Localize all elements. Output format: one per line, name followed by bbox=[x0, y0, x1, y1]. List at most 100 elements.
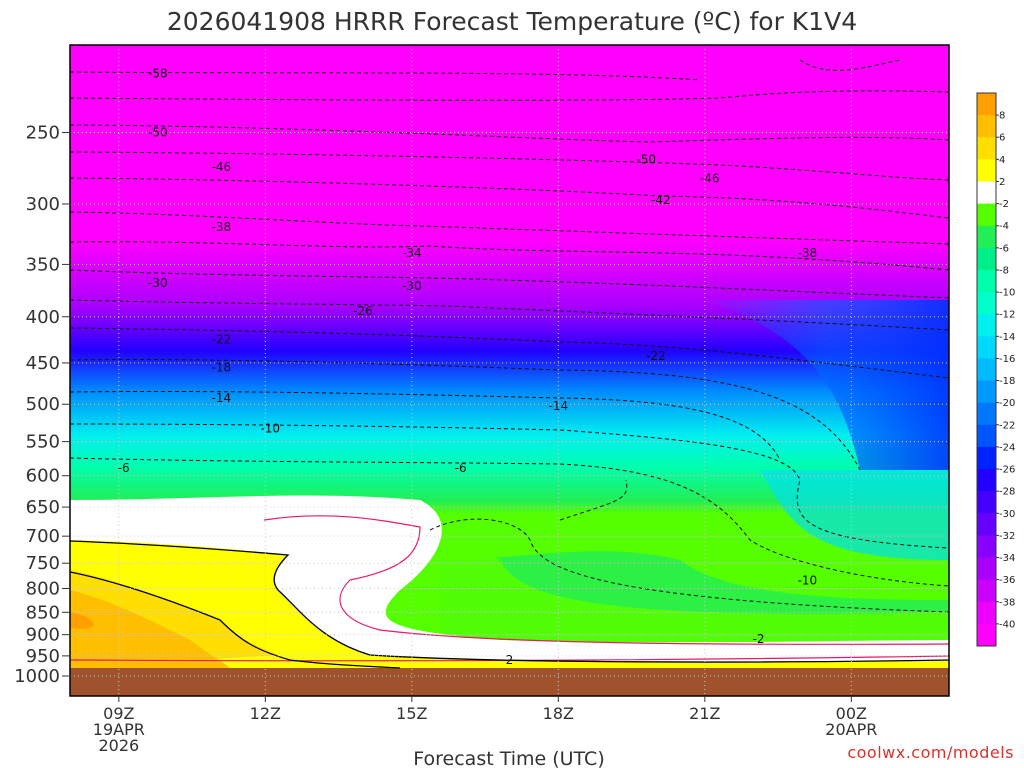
colorbar-swatch bbox=[977, 159, 996, 182]
colorbar-swatch bbox=[977, 225, 996, 249]
colorbar-label: -36 bbox=[999, 575, 1015, 586]
contour-line bbox=[70, 540, 949, 663]
colorbar-swatch bbox=[977, 380, 996, 404]
colorbar-swatch bbox=[977, 446, 996, 470]
colorbar-swatch bbox=[977, 557, 996, 581]
colorbar-label: -18 bbox=[999, 376, 1015, 387]
colorbar-label: -40 bbox=[999, 619, 1015, 630]
bright-green-region bbox=[380, 552, 949, 640]
contour-lines bbox=[70, 59, 949, 613]
colorbar-label: -34 bbox=[999, 553, 1015, 564]
contour-line bbox=[263, 515, 949, 645]
contour-line bbox=[70, 151, 949, 181]
credit-text: coolwx.com/models bbox=[847, 743, 1014, 762]
contour-label: -22 bbox=[646, 349, 666, 363]
contour-line bbox=[70, 299, 949, 331]
x-tick-label: 09Z bbox=[103, 704, 134, 723]
y-tick-label: 250 bbox=[26, 122, 60, 143]
contour-line bbox=[70, 59, 901, 81]
colorbar: 8 6 4 2 -2 -4 -6 -8 -10 -12 -14 -16 -18 -20 -22 -24 -26 -… bbox=[976, 92, 1015, 647]
colorbar-swatch bbox=[977, 292, 996, 315]
cold-wedge bbox=[700, 300, 949, 470]
contour-line bbox=[70, 457, 949, 587]
colorbar-swatch bbox=[977, 181, 996, 205]
colorbar-label: 8 bbox=[999, 111, 1005, 122]
contour-line bbox=[559, 479, 628, 521]
contour-label: -14 bbox=[549, 399, 569, 413]
contour-label: -38 bbox=[798, 246, 818, 260]
plot-frame bbox=[69, 44, 950, 697]
warm-region-yellow bbox=[70, 540, 949, 668]
colorbar-swatch bbox=[977, 314, 996, 337]
contour-labels: -58-50-50-46-46-42-38-38-34-30 -30-26-22-… bbox=[118, 66, 818, 667]
y-tick-label: 750 bbox=[26, 553, 60, 574]
contour-label: -42 bbox=[651, 193, 671, 207]
colorbar-label: -30 bbox=[999, 509, 1015, 520]
contour-line bbox=[70, 390, 781, 461]
x-tick-label: 15Z bbox=[396, 704, 427, 723]
colorbar-label: -4 bbox=[999, 221, 1009, 232]
colorbar-swatch bbox=[977, 247, 996, 271]
contour-label: -6 bbox=[455, 461, 467, 475]
contour-label: -10 bbox=[260, 422, 280, 436]
colorbar-swatch bbox=[977, 513, 996, 536]
colorbar-frame bbox=[976, 92, 997, 647]
x-tick-label: 20APR bbox=[825, 720, 877, 739]
y-tick-label: 800 bbox=[26, 579, 60, 600]
colorbar-label: -20 bbox=[999, 398, 1015, 409]
contour-label: -46 bbox=[212, 160, 232, 174]
y-tick-label: 400 bbox=[26, 307, 60, 328]
colorbar-label: 6 bbox=[999, 133, 1005, 144]
y-tick-label: 600 bbox=[26, 466, 60, 487]
contour-line bbox=[70, 241, 949, 271]
contour-line bbox=[70, 359, 861, 471]
contour-label: -50 bbox=[148, 125, 168, 139]
contour-line bbox=[70, 327, 949, 379]
contour-label: -10 bbox=[798, 574, 818, 588]
grid bbox=[70, 45, 949, 696]
colorbar-label: -2 bbox=[999, 199, 1009, 210]
colorbar-label: -8 bbox=[999, 265, 1009, 276]
ground-layer bbox=[70, 668, 949, 696]
colorbar-swatch bbox=[977, 601, 996, 625]
y-tick-label: 300 bbox=[26, 194, 60, 215]
contour-label: -14 bbox=[212, 391, 232, 405]
contour-line bbox=[70, 124, 949, 143]
x-tick-label: 2026 bbox=[98, 736, 139, 755]
contour-label: -26 bbox=[353, 304, 373, 318]
contour-line bbox=[429, 518, 949, 613]
colorbar-label: -28 bbox=[999, 487, 1015, 498]
y-tick-label: 450 bbox=[26, 353, 60, 374]
warm-region-orange bbox=[70, 590, 230, 668]
contour-label: -18 bbox=[212, 360, 232, 374]
contour-label: -46 bbox=[700, 171, 720, 185]
colorbar-swatch bbox=[977, 579, 996, 603]
colorbar-swatch bbox=[977, 623, 996, 647]
colorbar-label: 2 bbox=[999, 177, 1005, 188]
contour-line bbox=[70, 571, 401, 669]
x-tick-label: 12Z bbox=[250, 704, 281, 723]
contour-label: -2 bbox=[753, 632, 765, 646]
freezing-contours bbox=[70, 540, 949, 669]
contour-label: -30 bbox=[402, 279, 422, 293]
colorbar-label: 4 bbox=[999, 155, 1005, 166]
colorbar-swatch bbox=[977, 203, 996, 227]
colorbar-label: -32 bbox=[999, 531, 1015, 542]
contour-label: -34 bbox=[402, 246, 422, 260]
x-tick-label: 00Z bbox=[836, 704, 867, 723]
colorbar-label: -26 bbox=[999, 465, 1015, 476]
y-tick-label: 500 bbox=[26, 394, 60, 415]
contour-label: -30 bbox=[148, 276, 168, 290]
contour-label: -38 bbox=[212, 220, 232, 234]
y-tick-label: 950 bbox=[26, 646, 60, 667]
colorbar-swatch bbox=[977, 93, 996, 116]
x-tick-label: 21Z bbox=[689, 704, 720, 723]
colorbar-swatch bbox=[977, 424, 996, 448]
colorbar-swatch bbox=[977, 269, 996, 293]
colorbar-label: -6 bbox=[999, 243, 1009, 254]
contour-label: -6 bbox=[118, 461, 130, 475]
contour-label: -22 bbox=[212, 333, 232, 347]
contour-line bbox=[70, 177, 949, 219]
